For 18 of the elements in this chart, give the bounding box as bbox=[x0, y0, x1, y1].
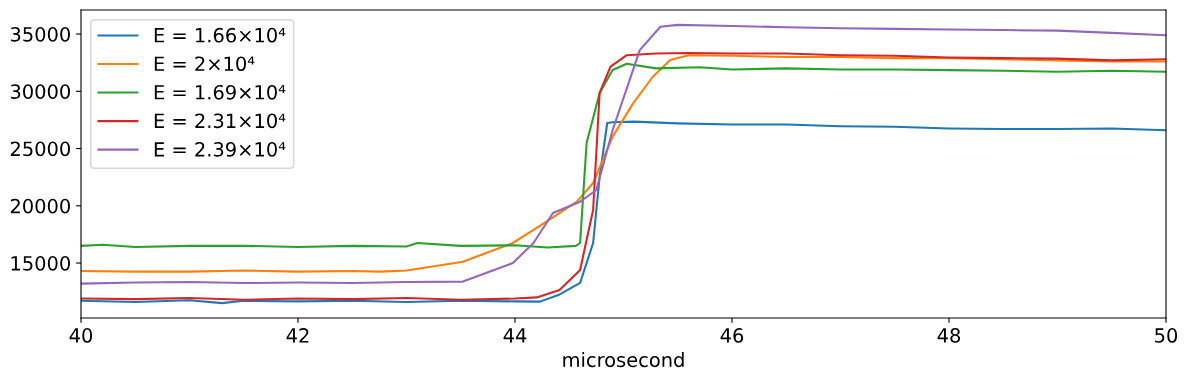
line-series bbox=[81, 23, 1166, 285]
legend-label: E = 2×10⁴ bbox=[154, 56, 255, 72]
legend-label: E = 1.69×10⁴ bbox=[154, 84, 286, 100]
x-tick-label: 44 bbox=[503, 328, 527, 343]
y-tick-label: 15000 bbox=[11, 256, 70, 271]
x-tick-label: 48 bbox=[937, 328, 961, 343]
y-tick-label: 30000 bbox=[10, 84, 70, 99]
legend-label: E = 2.31×10⁴ bbox=[154, 113, 286, 129]
y-tick-label: 25000 bbox=[10, 141, 70, 157]
x-tick-label: 40 bbox=[69, 328, 93, 343]
x-tick-label: 50 bbox=[1155, 328, 1178, 343]
legend-label: E = 2.39×10⁴ bbox=[154, 142, 286, 157]
x-tick-label: 42 bbox=[286, 328, 309, 343]
legend-label: E = 1.66×10⁴ bbox=[154, 27, 286, 43]
x-tick-label: 46 bbox=[720, 328, 744, 343]
y-tick-label: 35000 bbox=[10, 27, 70, 42]
x-axis-title: microsecond bbox=[563, 352, 684, 368]
y-tick-label: 20000 bbox=[10, 198, 70, 214]
